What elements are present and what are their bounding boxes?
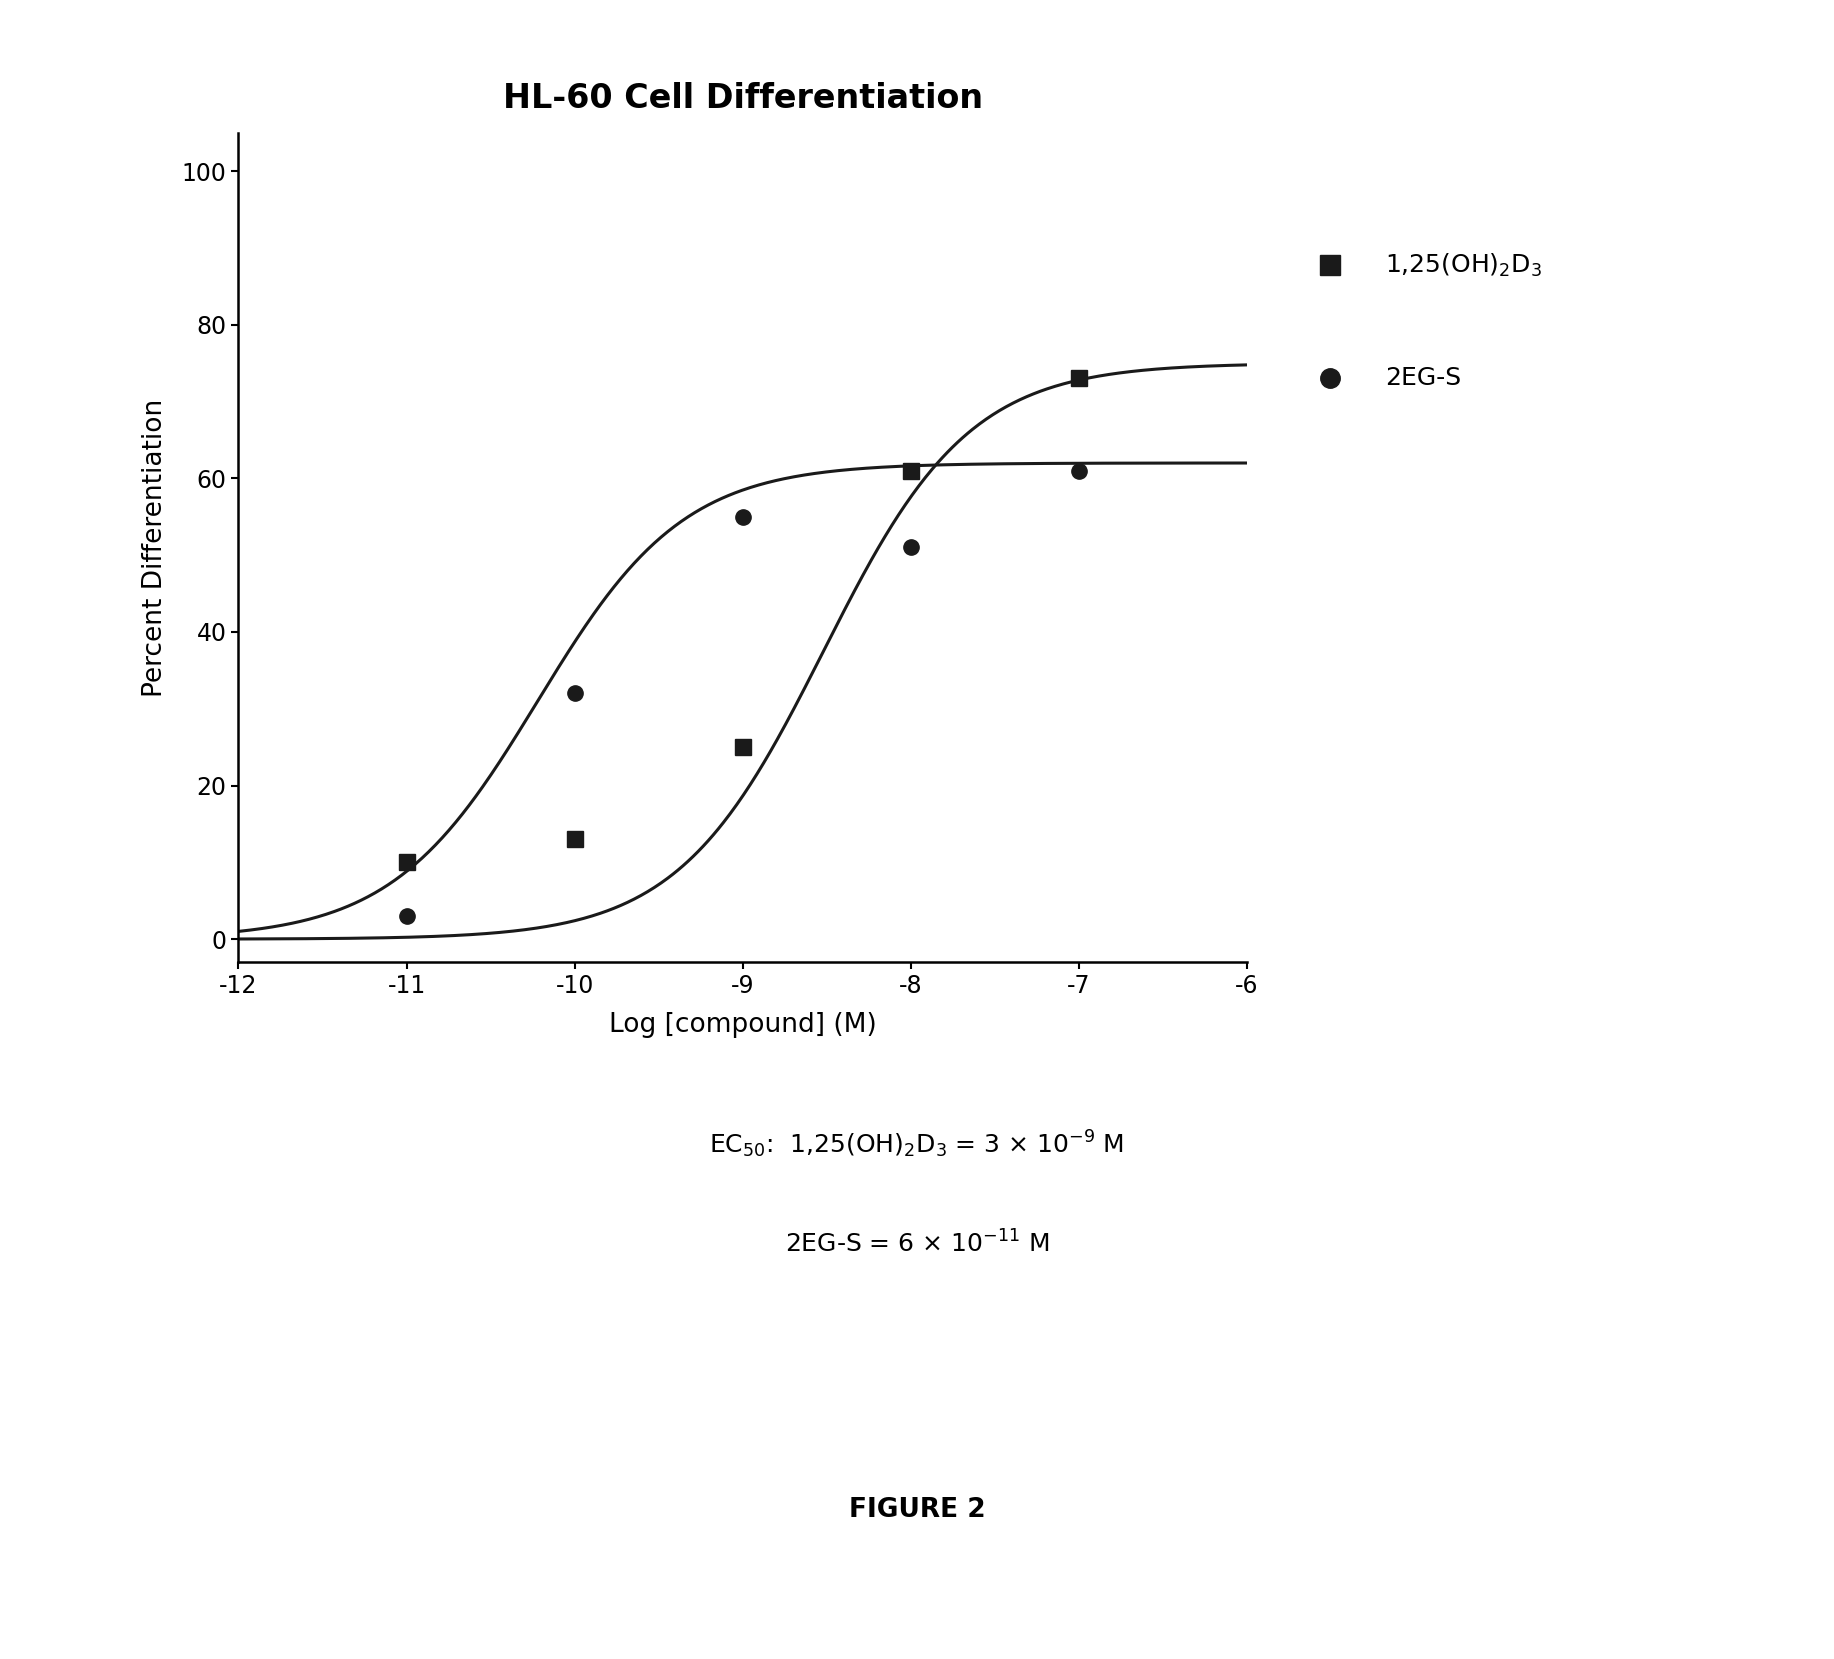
Text: FIGURE 2: FIGURE 2 [849,1496,985,1523]
Title: HL-60 Cell Differentiation: HL-60 Cell Differentiation [503,81,983,114]
Text: EC$_{50}$:  1,25(OH)$_2$D$_3$ = 3 $\times$ 10$^{-9}$ M: EC$_{50}$: 1,25(OH)$_2$D$_3$ = 3 $\times… [710,1130,1124,1160]
Text: 1,25(OH)$_2$D$_3$: 1,25(OH)$_2$D$_3$ [1385,252,1542,279]
Y-axis label: Percent Differentiation: Percent Differentiation [141,398,169,697]
X-axis label: Log [compound] (M): Log [compound] (M) [609,1012,877,1039]
Text: 2EG-S = 6 $\times$ 10$^{-11}$ M: 2EG-S = 6 $\times$ 10$^{-11}$ M [785,1231,1049,1258]
Text: 2EG-S: 2EG-S [1385,367,1462,390]
